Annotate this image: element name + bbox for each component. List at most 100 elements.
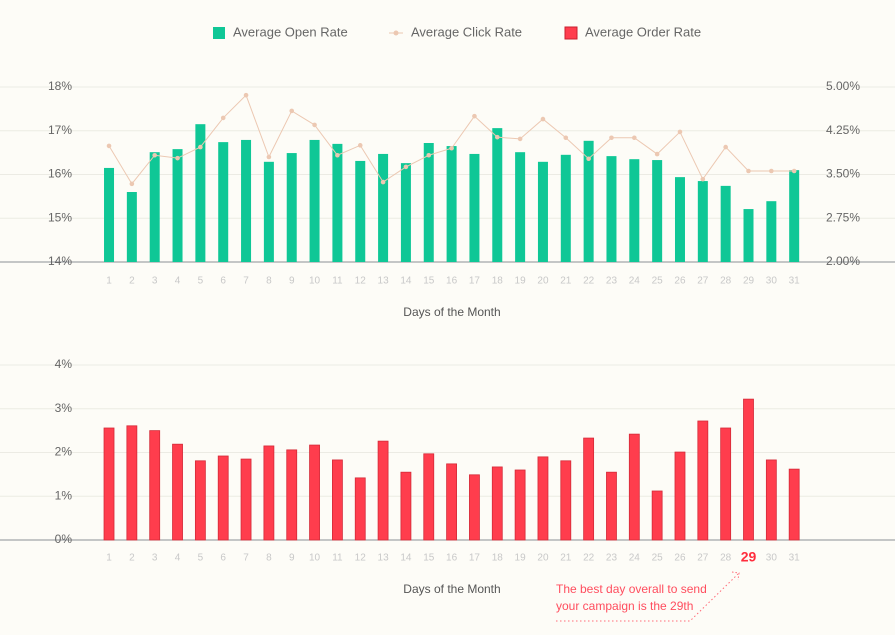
legend-swatch [564, 26, 578, 40]
click-rate-point [609, 135, 614, 141]
click-rate-point [152, 152, 157, 158]
y-tick-label: 17% [48, 123, 72, 137]
click-rate-point [335, 152, 340, 158]
bar [400, 471, 412, 541]
bar [194, 460, 206, 541]
click-rate-point [517, 136, 523, 142]
x-tick-label: 25 [652, 276, 664, 287]
x-tick-label: 28 [720, 553, 732, 564]
bar [217, 455, 229, 541]
bar [172, 149, 183, 262]
bar [560, 154, 571, 262]
y-tick-label: 1% [55, 488, 73, 502]
bar [355, 160, 366, 262]
bar [560, 460, 572, 541]
x-tick-label: 9 [289, 276, 295, 287]
x-tick-label: 14 [400, 276, 412, 287]
y2-tick-label: 2.00% [826, 254, 860, 268]
x-tick-label: 4 [175, 276, 181, 287]
x-tick-label: 3 [152, 553, 158, 564]
legend-label: Average Click Rate [411, 24, 522, 39]
legend-label: Average Open Rate [233, 24, 348, 39]
annotation-arrow [556, 571, 740, 622]
x-tick-label: 20 [537, 553, 549, 564]
bar [765, 459, 777, 541]
x-tick-label: 24 [629, 276, 641, 287]
bar [377, 440, 389, 541]
bar [103, 427, 115, 541]
x-tick-label: 13 [378, 276, 390, 287]
click-rate-point [243, 92, 249, 98]
bar [652, 160, 663, 262]
bar [446, 146, 457, 262]
click-rate-point [175, 155, 180, 161]
bar [491, 466, 503, 541]
x-tick-label: 26 [674, 276, 686, 287]
annotation-line [556, 573, 739, 622]
x-tick-label: 10 [309, 553, 321, 564]
x-tick-label: 2 [129, 276, 135, 287]
y-tick-label: 18% [48, 79, 72, 93]
bar [126, 425, 138, 541]
x-tick-label: 6 [220, 276, 226, 287]
click-rate-point [426, 152, 432, 158]
y-tick-label: 3% [55, 401, 73, 415]
click-rate-point [357, 143, 363, 148]
bar [241, 139, 252, 262]
x-axis-title: Days of the Month [403, 305, 500, 319]
bar [674, 177, 685, 262]
bar [606, 156, 617, 262]
bar [149, 430, 161, 541]
x-tick-label: 5 [198, 276, 204, 287]
bar [720, 427, 732, 541]
click-rate-point [632, 135, 637, 141]
y-tick-label: 4% [55, 357, 73, 371]
x-tick-label: 25 [652, 553, 664, 564]
x-tick-label: 10 [309, 276, 321, 287]
x-tick-label: 11 [332, 553, 343, 564]
click-rate-point [723, 144, 728, 150]
x-tick-label: 8 [266, 276, 272, 287]
x-tick-label: 23 [606, 276, 618, 287]
bar [149, 152, 160, 262]
x-tick-label: 24 [629, 553, 641, 564]
x-axis-title: Days of the Month [403, 582, 500, 596]
x-tick-label: 13 [378, 553, 390, 564]
click-rate-point [654, 151, 660, 157]
click-rate-point [380, 179, 386, 185]
x-tick-label: 19 [515, 553, 527, 564]
click-rate-point [746, 168, 751, 174]
x-tick-label: 1 [106, 553, 112, 564]
click-rate-point [769, 168, 774, 174]
bar [606, 471, 617, 541]
x-tick-label: 16 [446, 553, 458, 564]
x-tick-label: 6 [220, 553, 226, 564]
bar [583, 140, 594, 262]
y2-tick-label: 4.25% [826, 123, 860, 137]
x-tick-label: 4 [175, 553, 181, 564]
x-tick-label: 28 [720, 276, 732, 287]
bar [766, 201, 777, 262]
x-tick-label: 20 [537, 276, 549, 287]
bar [240, 458, 252, 541]
x-tick-label: 18 [492, 553, 504, 564]
click-rate-point [472, 113, 477, 119]
bar [469, 474, 480, 541]
bar [332, 143, 343, 262]
x-tick-label: 16 [446, 276, 458, 287]
x-tick-label: 29 [743, 276, 755, 287]
x-tick-label: 19 [515, 276, 527, 287]
x-tick-label: 8 [266, 553, 272, 564]
bar [309, 444, 320, 541]
bar [514, 469, 526, 541]
bar [469, 153, 480, 262]
bar [172, 443, 183, 541]
bar [515, 152, 526, 262]
legend-swatch [393, 30, 399, 36]
x-tick-label: 31 [789, 553, 801, 564]
x-tick-label: 22 [583, 276, 595, 287]
x-tick-label: 12 [355, 276, 367, 287]
bar [492, 128, 503, 262]
bar [286, 449, 298, 541]
